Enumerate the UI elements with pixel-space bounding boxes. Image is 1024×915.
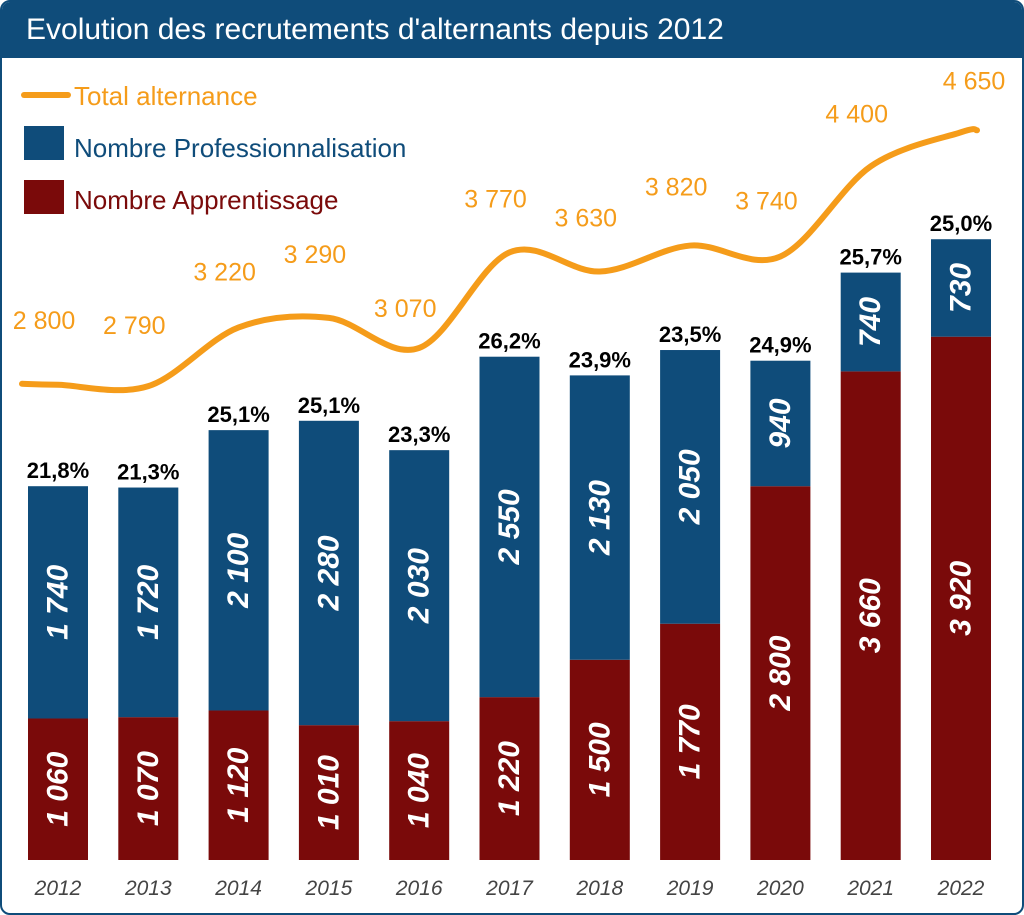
bar-professionnalisation-2017 <box>479 356 540 698</box>
total-label-2017: 3 770 <box>464 185 527 213</box>
bar-professionnalisation-2013 <box>118 487 179 718</box>
bar-professionnalisation-2019 <box>660 350 721 624</box>
bar-apprentissage-2021 <box>840 371 901 860</box>
total-label-2018: 3 630 <box>555 205 618 233</box>
label-professionnalisation-2014: 2 100 <box>222 532 255 608</box>
label-professionnalisation-2021: 740 <box>854 297 887 347</box>
bar-professionnalisation-2012 <box>28 486 88 719</box>
bar-apprentissage-2012 <box>28 718 88 860</box>
year-label-2014: 2014 <box>214 877 262 900</box>
share-label-2019: 23,5% <box>659 322 721 347</box>
chart-title: Evolution des recrutements d'alternants … <box>2 2 1022 58</box>
bar-professionnalisation-2015 <box>298 420 359 726</box>
year-label-2012: 2012 <box>34 877 82 900</box>
bar-apprentissage-2013 <box>118 717 179 860</box>
label-professionnalisation-2013: 1 720 <box>132 564 165 639</box>
label-professionnalisation-2017: 2 550 <box>493 489 526 565</box>
share-label-2021: 25,7% <box>840 245 902 270</box>
label-professionnalisation-2016: 2 030 <box>403 548 436 624</box>
total-line-group: 2 800 2 790 3 220 3 290 3 070 3 770 3 630 3 820… <box>13 67 1006 394</box>
label-apprentissage-2019: 1 770 <box>674 704 707 779</box>
label-apprentissage-2017: 1 220 <box>493 741 526 816</box>
share-label-2020: 24,9% <box>749 333 811 358</box>
label-apprentissage-2012: 1 060 <box>42 751 75 826</box>
legend-swatch-apprentissage <box>24 180 64 214</box>
bar-apprentissage-2022 <box>931 336 991 860</box>
label-professionnalisation-2012: 1 740 <box>42 564 75 639</box>
total-label-2020: 3 740 <box>735 187 798 215</box>
bar-apprentissage-2015 <box>298 725 359 860</box>
label-professionnalisation-2015: 2 280 <box>312 535 345 611</box>
total-label-2012: 2 800 <box>13 307 76 335</box>
label-apprentissage-2018: 1 500 <box>583 722 616 797</box>
label-apprentissage-2021: 3 660 <box>854 578 887 653</box>
total-label-2016: 3 070 <box>374 295 437 323</box>
year-label-2018: 2018 <box>575 877 623 900</box>
share-label-2017: 26,2% <box>478 329 540 354</box>
total-label-2014: 3 220 <box>193 258 256 286</box>
share-label-2012: 21,8% <box>27 458 89 483</box>
legend-label-professionnalisation: Nombre Professionnalisation <box>74 133 406 163</box>
legend-label-apprentissage: Nombre Apprentissage <box>74 185 338 215</box>
total-label-2019: 3 820 <box>645 174 708 202</box>
share-label-2015: 25,1% <box>298 393 360 418</box>
bar-professionnalisation-2020 <box>750 360 811 487</box>
bar-apprentissage-2018 <box>569 659 630 860</box>
bar-apprentissage-2014 <box>208 710 269 860</box>
year-label-2021: 2021 <box>846 877 894 900</box>
bar-professionnalisation-2021 <box>840 272 901 372</box>
label-apprentissage-2014: 1 120 <box>222 747 255 822</box>
bar-professionnalisation-2016 <box>389 450 450 722</box>
share-label-2013: 21,3% <box>117 460 179 485</box>
label-apprentissage-2013: 1 070 <box>132 751 165 826</box>
bar-professionnalisation-2022 <box>931 239 991 337</box>
bar-apprentissage-2020 <box>750 486 811 860</box>
label-professionnalisation-2018: 2 130 <box>583 480 616 556</box>
label-apprentissage-2016: 1 040 <box>403 753 436 828</box>
year-label-2016: 2016 <box>395 877 443 900</box>
year-label-2019: 2019 <box>666 877 714 900</box>
label-apprentissage-2020: 2 800 <box>764 635 797 711</box>
legend-label-total: Total alternance <box>74 81 258 111</box>
bar-professionnalisation-2018 <box>569 375 630 660</box>
share-label-2018: 23,9% <box>569 347 631 372</box>
year-label-2015: 2015 <box>305 877 353 900</box>
year-label-2020: 2020 <box>756 877 804 900</box>
legend: Total alternance Nombre Professionnalisa… <box>21 81 406 215</box>
share-label-2016: 23,3% <box>388 422 450 447</box>
label-professionnalisation-2022: 730 <box>945 263 978 313</box>
bar-apprentissage-2019 <box>660 623 721 860</box>
year-label-2017: 2017 <box>485 877 534 900</box>
label-apprentissage-2022: 3 920 <box>945 560 978 635</box>
bar-apprentissage-2016 <box>389 721 450 860</box>
label-apprentissage-2015: 1 010 <box>312 755 345 830</box>
year-label-2022: 2022 <box>937 877 985 900</box>
total-label-2015: 3 290 <box>284 241 347 269</box>
share-label-2014: 25,1% <box>207 402 269 427</box>
bars-group: 1 060 1 740 21,8% 2012 1 070 1 720 21,3% 2013 1 … <box>27 211 992 900</box>
legend-swatch-professionnalisation <box>24 126 64 160</box>
year-label-2013: 2013 <box>124 877 172 900</box>
label-professionnalisation-2020: 940 <box>764 398 797 448</box>
bar-professionnalisation-2014 <box>208 430 269 711</box>
total-label-2021: 4 400 <box>825 100 888 128</box>
share-label-2022: 25,0% <box>930 211 992 236</box>
bar-apprentissage-2017 <box>479 697 540 860</box>
total-line <box>19 126 980 394</box>
label-professionnalisation-2019: 2 050 <box>674 449 707 525</box>
total-label-2022: 4 650 <box>943 67 1006 95</box>
total-label-2013: 2 790 <box>103 312 166 340</box>
